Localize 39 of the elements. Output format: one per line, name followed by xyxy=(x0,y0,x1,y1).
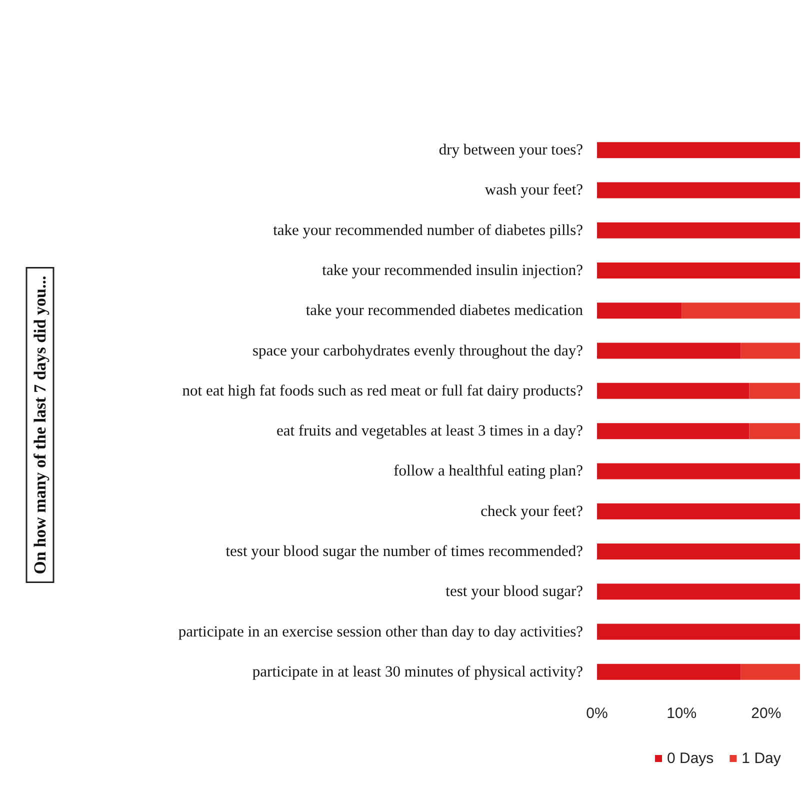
text: On how many of the last 7 days did you... xyxy=(30,276,50,574)
y-tick-label: follow a healthful eating plan? xyxy=(394,462,584,480)
bar xyxy=(597,382,750,399)
bar xyxy=(597,262,800,278)
bar xyxy=(597,182,800,198)
y-tick-label: wash your feet? xyxy=(484,182,584,199)
bar xyxy=(597,142,800,158)
bar xyxy=(597,222,800,238)
y-tick-label: space your carbohydrates evenly throughout the day? xyxy=(252,342,584,360)
x-tick-label: 0% xyxy=(586,705,608,722)
bar xyxy=(740,342,800,359)
x-tick-label: 20% xyxy=(751,705,782,722)
y-tick-label: check your feet? xyxy=(480,502,584,520)
x-tick-label: 10% xyxy=(666,705,697,722)
bar xyxy=(597,503,800,520)
bar xyxy=(749,423,800,440)
legend-label: 1 Day xyxy=(742,750,782,767)
y-tick-label: participate in an exercise session other than day to day activities? xyxy=(178,623,584,640)
bar xyxy=(597,664,741,680)
y-tick-label: test your blood sugar the number of times recommended? xyxy=(226,543,584,560)
y-tick-label: dry between your toes? xyxy=(438,142,584,159)
y-tick-label: take your recommended diabetes medication xyxy=(306,302,584,320)
y-tick-label: participate in at least 30 minutes of physical activity? xyxy=(252,663,584,680)
y-tick-label: take your recommended number of diabetes pills? xyxy=(273,222,584,239)
bar xyxy=(597,302,682,319)
bar xyxy=(740,664,800,680)
legend-label: 0 Days xyxy=(667,750,714,767)
y-tick-label: test your blood sugar? xyxy=(446,583,584,600)
bar xyxy=(597,584,800,600)
bar xyxy=(597,463,800,480)
bar xyxy=(597,544,800,560)
y-tick-label: eat fruits and vegetables at least 3 times in a day? xyxy=(276,422,584,440)
bar xyxy=(597,423,750,440)
bar xyxy=(749,382,800,399)
bar xyxy=(597,342,741,359)
y-tick-label: not eat high fat foods such as red meat or full fat dairy products? xyxy=(182,382,584,400)
bar xyxy=(597,624,800,640)
y-tick-label: take your recommended insulin injection? xyxy=(322,262,584,279)
bar xyxy=(682,302,800,319)
